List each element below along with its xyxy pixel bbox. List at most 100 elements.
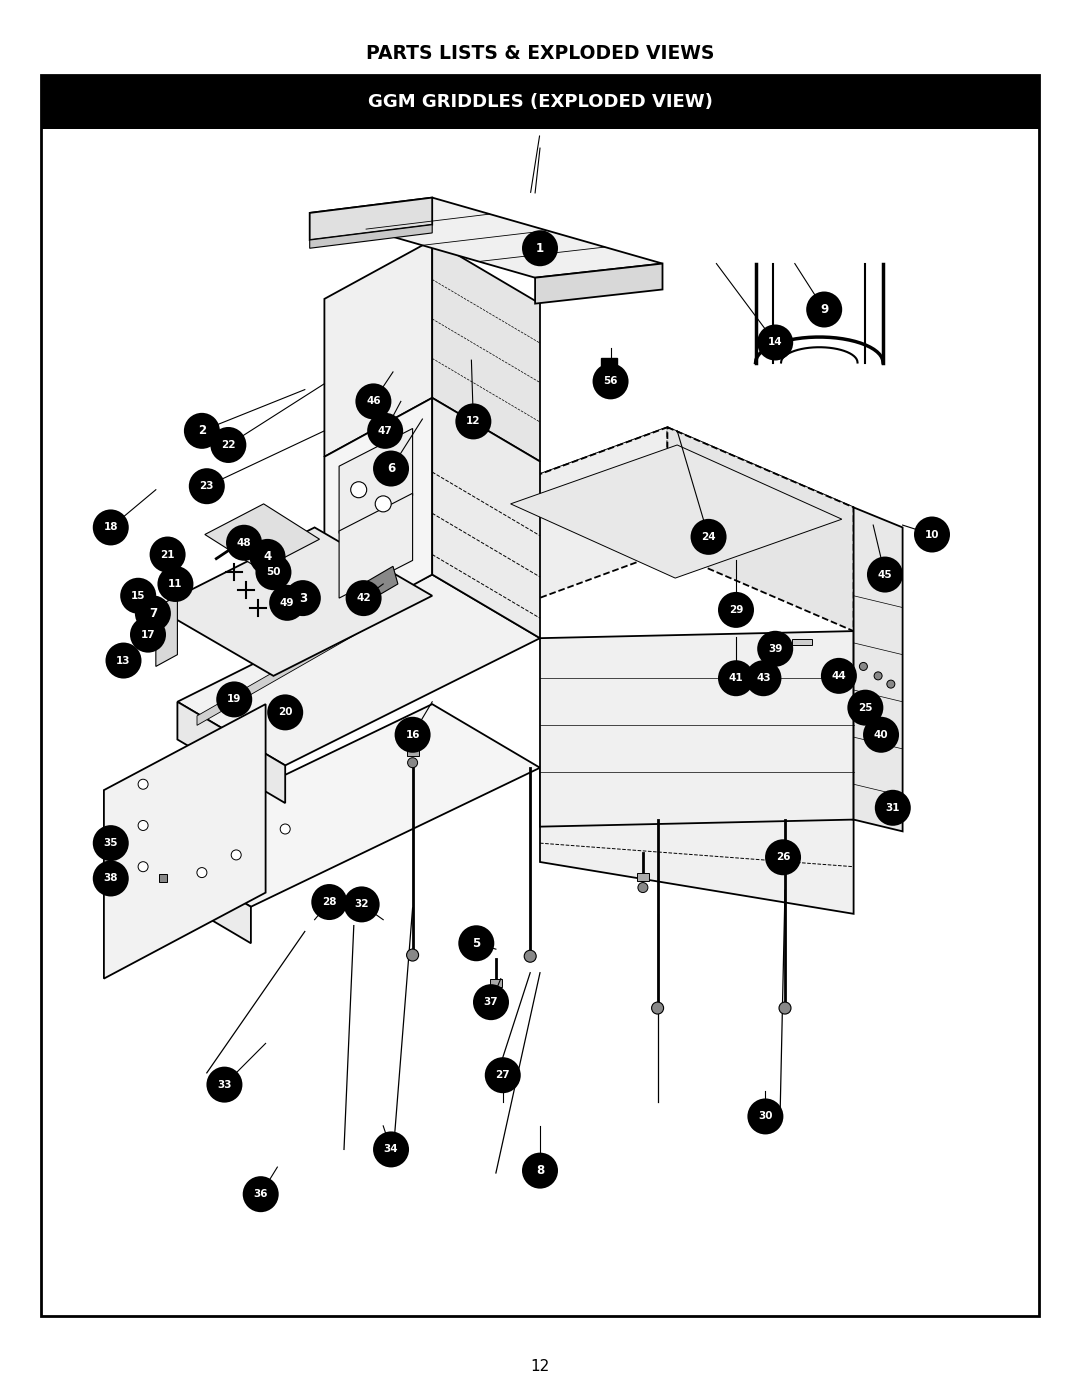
Circle shape — [757, 324, 793, 360]
Polygon shape — [104, 704, 266, 979]
Circle shape — [138, 780, 148, 789]
Text: 8: 8 — [536, 1164, 544, 1178]
Circle shape — [138, 862, 148, 872]
Circle shape — [256, 555, 292, 590]
Circle shape — [874, 672, 882, 680]
Polygon shape — [432, 398, 540, 638]
Circle shape — [522, 1153, 558, 1189]
Polygon shape — [511, 446, 841, 578]
Polygon shape — [324, 398, 432, 633]
Text: 36: 36 — [254, 1189, 268, 1199]
Text: 12: 12 — [467, 416, 481, 426]
Circle shape — [93, 826, 129, 861]
Polygon shape — [310, 225, 432, 249]
Circle shape — [211, 427, 246, 462]
Circle shape — [456, 404, 491, 440]
Bar — [41, 75, 1039, 1316]
Text: 16: 16 — [405, 729, 420, 740]
Text: 41: 41 — [729, 673, 743, 683]
Polygon shape — [540, 631, 853, 827]
Circle shape — [806, 292, 842, 327]
Text: 29: 29 — [729, 605, 743, 615]
Text: 9: 9 — [820, 303, 828, 316]
Bar — [637, 873, 649, 880]
Text: 40: 40 — [874, 729, 889, 740]
Polygon shape — [667, 427, 853, 631]
Circle shape — [745, 661, 782, 696]
Circle shape — [718, 661, 754, 696]
Text: 5: 5 — [472, 937, 481, 950]
Polygon shape — [339, 429, 413, 534]
Text: 4: 4 — [264, 550, 272, 563]
Text: 42: 42 — [356, 594, 370, 604]
Circle shape — [821, 658, 856, 694]
Bar — [792, 640, 812, 645]
Circle shape — [651, 1002, 663, 1014]
Polygon shape — [491, 427, 667, 616]
Polygon shape — [156, 528, 432, 676]
Polygon shape — [143, 844, 251, 943]
Text: 3: 3 — [299, 591, 307, 605]
Circle shape — [138, 820, 148, 830]
Circle shape — [491, 989, 501, 999]
Circle shape — [231, 849, 241, 861]
Polygon shape — [359, 566, 397, 604]
Text: 27: 27 — [496, 1070, 510, 1080]
Circle shape — [367, 414, 403, 448]
Circle shape — [747, 1098, 783, 1134]
Text: 31: 31 — [886, 803, 900, 813]
Text: PARTS LISTS & EXPLODED VIEWS: PARTS LISTS & EXPLODED VIEWS — [366, 43, 714, 63]
Circle shape — [690, 518, 727, 555]
Text: GGM GRIDDLES (EXPLODED VIEW): GGM GRIDDLES (EXPLODED VIEW) — [367, 94, 713, 110]
Circle shape — [158, 566, 193, 602]
Text: 1: 1 — [536, 242, 544, 254]
Text: 13: 13 — [117, 655, 131, 665]
Circle shape — [267, 694, 303, 731]
Circle shape — [375, 496, 391, 511]
Circle shape — [366, 594, 377, 604]
Circle shape — [351, 482, 367, 497]
Circle shape — [197, 868, 207, 877]
Circle shape — [226, 525, 262, 560]
Bar — [490, 978, 502, 986]
Circle shape — [522, 231, 558, 267]
Polygon shape — [324, 240, 432, 457]
Polygon shape — [491, 427, 853, 573]
Text: 2: 2 — [198, 425, 206, 437]
Circle shape — [718, 592, 754, 627]
Text: 37: 37 — [484, 997, 498, 1007]
Polygon shape — [177, 701, 285, 803]
Polygon shape — [540, 768, 853, 914]
Circle shape — [765, 840, 801, 876]
Circle shape — [638, 883, 648, 893]
Text: 14: 14 — [768, 338, 783, 348]
Circle shape — [206, 1067, 242, 1102]
Polygon shape — [535, 264, 662, 303]
Circle shape — [280, 824, 291, 834]
Text: 43: 43 — [756, 673, 771, 683]
Circle shape — [93, 861, 129, 897]
Text: 47: 47 — [378, 426, 392, 436]
Circle shape — [373, 1132, 409, 1168]
Circle shape — [406, 949, 419, 961]
Text: 33: 33 — [217, 1080, 232, 1090]
Text: 11: 11 — [168, 578, 183, 590]
Polygon shape — [143, 704, 540, 907]
Polygon shape — [205, 504, 320, 570]
Circle shape — [249, 539, 285, 576]
Circle shape — [311, 884, 348, 921]
Circle shape — [524, 950, 536, 963]
Text: 17: 17 — [140, 630, 156, 640]
Circle shape — [346, 580, 381, 616]
Text: 28: 28 — [322, 897, 337, 907]
Circle shape — [860, 662, 867, 671]
Bar — [406, 747, 419, 756]
Circle shape — [150, 536, 186, 573]
Circle shape — [120, 578, 157, 613]
Circle shape — [779, 1002, 791, 1014]
Text: 21: 21 — [160, 549, 175, 560]
Text: 56: 56 — [604, 376, 618, 387]
Circle shape — [184, 414, 220, 448]
Text: 10: 10 — [924, 529, 940, 539]
Circle shape — [373, 451, 409, 486]
